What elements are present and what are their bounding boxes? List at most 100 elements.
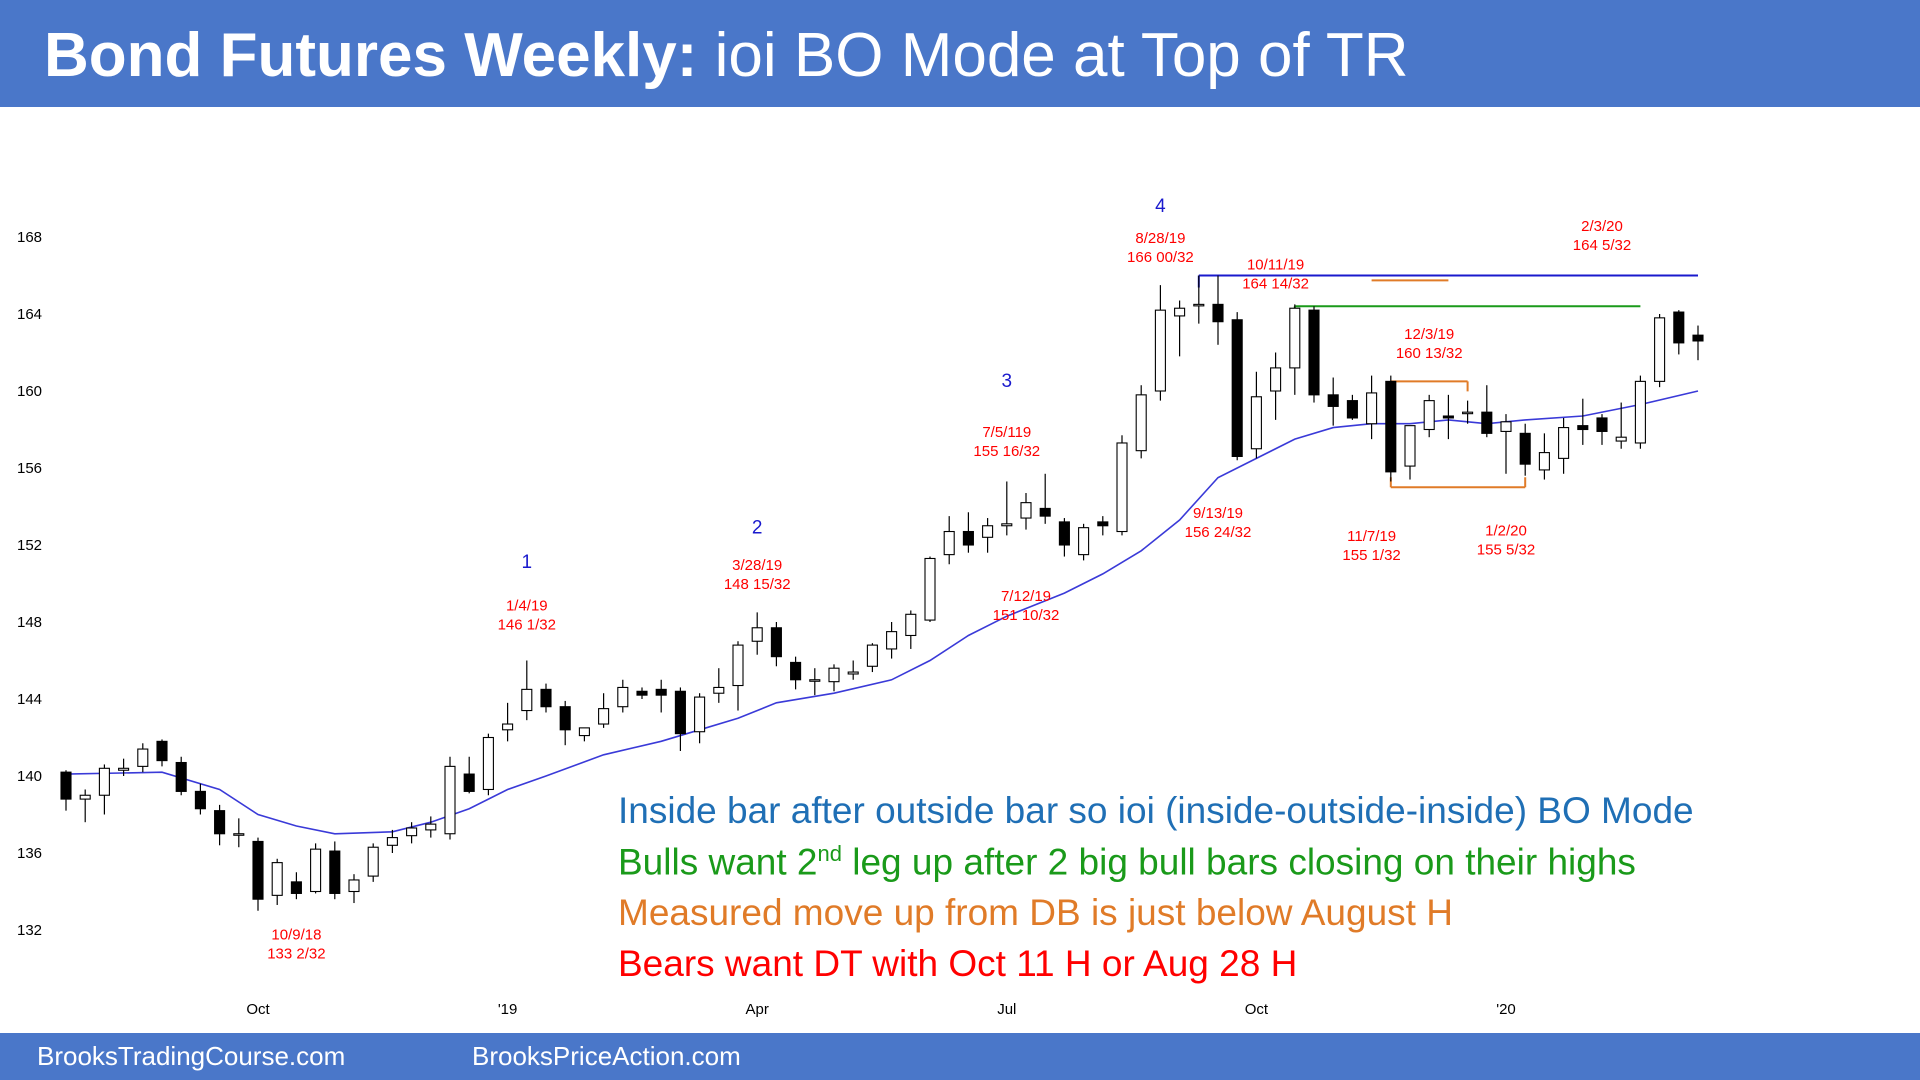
footer-link-trading-course[interactable]: BrooksTradingCourse.com <box>37 1041 346 1071</box>
bull-candle <box>1135 394 1147 452</box>
bull-candle <box>406 827 418 837</box>
footer-link-price-action[interactable]: BrooksPriceAction.com <box>472 1041 741 1071</box>
price-annotation: 164 14/32 <box>1242 276 1309 293</box>
y-tick-label: 160 <box>17 383 42 400</box>
price-annotation: 10/11/19 <box>1247 257 1304 274</box>
bull-candle <box>1020 502 1032 519</box>
bull-candle <box>1174 307 1186 317</box>
commentary-line-3: Measured move up from DB is just below A… <box>618 892 1453 933</box>
bull-candle <box>1154 309 1166 392</box>
price-annotation: 7/5/119 <box>982 424 1031 441</box>
bull-candle <box>1289 307 1301 369</box>
bull-candle <box>348 879 360 893</box>
bear-candle <box>1673 311 1685 344</box>
bear-candle <box>790 661 802 681</box>
price-annotation: 7/12/19 <box>1001 588 1051 605</box>
x-tick-label: '19 <box>498 1001 518 1018</box>
bull-candle <box>502 723 514 731</box>
bull-candle <box>732 644 744 687</box>
bull-candle <box>694 696 706 733</box>
commentary-line-2-pre: Bulls want 2 <box>618 841 818 883</box>
footer-bar <box>0 1033 1920 1080</box>
bull-candle <box>578 727 590 737</box>
bear-candle <box>1058 521 1070 546</box>
bear-candle <box>1097 521 1109 527</box>
bull-candle <box>1250 396 1262 450</box>
bear-candle <box>559 706 571 731</box>
bull-candle <box>79 794 91 800</box>
price-annotation: 155 1/32 <box>1342 547 1400 564</box>
price-annotation: 10/9/18 <box>271 927 321 944</box>
bear-candle <box>463 773 475 792</box>
ema-line <box>65 390 1699 835</box>
bull-candle <box>598 708 610 725</box>
price-annotation: 1/2/20 <box>1485 522 1527 539</box>
leg-number: 3 <box>1002 371 1013 392</box>
bear-candle <box>1481 411 1493 434</box>
bear-candle <box>1519 432 1531 465</box>
bull-candle <box>367 846 379 877</box>
x-tick-label: Oct <box>246 1001 270 1018</box>
x-tick-label: '20 <box>1496 1001 1516 1018</box>
y-tick-label: 168 <box>17 229 42 246</box>
bull-candle <box>828 667 840 683</box>
bull-candle <box>233 833 245 836</box>
bull-candle <box>809 679 821 682</box>
bull-candle <box>137 748 149 767</box>
bear-candle <box>655 688 667 696</box>
x-tick-label: Oct <box>1245 1001 1269 1018</box>
bear-candle <box>1442 415 1454 419</box>
price-annotation: 9/13/19 <box>1193 505 1243 522</box>
bear-candle <box>156 740 168 762</box>
bull-candle <box>482 736 494 791</box>
bull-candle <box>444 765 456 835</box>
price-annotation: 166 00/32 <box>1127 249 1194 266</box>
price-annotation: 133 2/32 <box>267 946 325 963</box>
bear-candle <box>674 690 686 735</box>
price-annotation: 160 13/32 <box>1396 345 1463 362</box>
y-tick-label: 144 <box>17 691 42 708</box>
commentary-line-2-post: leg up after 2 big bull bars closing on … <box>841 841 1636 883</box>
price-annotation: 151 10/32 <box>993 607 1060 624</box>
bull-candle <box>1366 392 1378 425</box>
price-annotation: 2/3/20 <box>1581 218 1623 235</box>
bear-candle <box>1385 380 1397 473</box>
bear-candle <box>60 771 72 800</box>
leg-number: 1 <box>522 552 533 573</box>
y-tick-label: 136 <box>17 845 42 862</box>
bull-candle <box>866 644 878 667</box>
bear-candle <box>1327 394 1339 407</box>
price-annotation: 12/3/19 <box>1404 326 1454 343</box>
price-annotation: 1/4/19 <box>506 597 548 614</box>
bull-candle <box>1558 427 1570 459</box>
bull-candle <box>98 767 110 796</box>
price-annotation: 3/28/19 <box>732 557 782 574</box>
bull-candle <box>847 671 859 675</box>
bear-candle <box>636 690 648 696</box>
bull-candle <box>118 767 130 771</box>
y-tick-label: 164 <box>17 306 42 323</box>
bull-candle <box>1462 411 1474 415</box>
bear-candle <box>1577 425 1589 431</box>
commentary-line-4: Bears want DT with Oct 11 H or Aug 28 H <box>618 943 1298 984</box>
bull-candle <box>905 613 917 637</box>
y-tick-label: 152 <box>17 537 42 554</box>
bear-candle <box>175 761 187 792</box>
bear-candle <box>329 850 341 894</box>
bear-candle <box>1039 507 1051 517</box>
page-title: Bond Futures Weekly: ioi BO Mode at Top … <box>44 20 1408 91</box>
bear-candle <box>214 810 226 835</box>
price-annotation: 156 24/32 <box>1185 524 1252 541</box>
bear-candle <box>1212 303 1224 323</box>
bull-candle <box>271 862 283 896</box>
bull-candle <box>1423 400 1435 431</box>
bull-candle <box>386 837 398 846</box>
title-bar <box>0 0 1920 107</box>
bull-candle <box>1538 452 1550 471</box>
bull-candle <box>1404 425 1416 467</box>
commentary-line-2-sup: nd <box>817 841 842 866</box>
bear-candle <box>770 627 782 658</box>
bull-candle <box>1615 436 1627 442</box>
bull-candle <box>924 557 936 621</box>
